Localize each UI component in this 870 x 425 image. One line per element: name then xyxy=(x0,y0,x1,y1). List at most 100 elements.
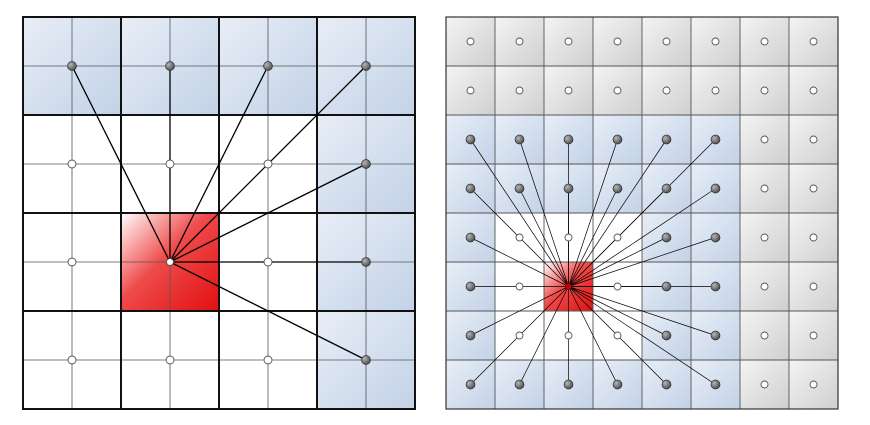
link-line xyxy=(169,261,367,361)
link-line xyxy=(568,139,667,287)
open-dot xyxy=(263,355,273,365)
open-dot xyxy=(760,331,769,340)
filled-dot xyxy=(67,61,77,71)
open-dot xyxy=(263,257,273,267)
open-dot xyxy=(711,37,720,46)
link-line xyxy=(519,286,569,385)
filled-dot xyxy=(361,355,371,365)
filled-dot xyxy=(710,232,721,243)
open-dot xyxy=(809,86,818,95)
link-line xyxy=(470,139,569,287)
filled-dot xyxy=(661,330,672,341)
open-dot xyxy=(809,184,818,193)
open-dot xyxy=(809,135,818,144)
open-dot xyxy=(662,86,671,95)
filled-dot xyxy=(612,183,623,194)
filled-dot xyxy=(710,330,721,341)
filled-dot xyxy=(612,134,623,145)
filled-dot xyxy=(661,379,672,390)
filled-dot xyxy=(514,379,525,390)
link-line xyxy=(519,188,569,287)
open-dot xyxy=(613,233,622,242)
filled-dot xyxy=(361,257,371,267)
link-line xyxy=(519,139,569,287)
filled-dot xyxy=(661,134,672,145)
filled-dot xyxy=(361,159,371,169)
link-line xyxy=(470,286,569,336)
source-dot xyxy=(166,258,174,266)
open-dot xyxy=(809,233,818,242)
open-dot xyxy=(760,37,769,46)
filled-dot xyxy=(612,379,623,390)
open-dot xyxy=(760,233,769,242)
filled-dot xyxy=(361,61,371,71)
fine-grid-diagram xyxy=(445,16,839,410)
filled-dot xyxy=(710,281,721,292)
link-line xyxy=(568,139,618,287)
open-dot xyxy=(564,331,573,340)
link-line xyxy=(568,286,716,336)
filled-dot xyxy=(263,61,273,71)
open-dot xyxy=(515,37,524,46)
link-line xyxy=(568,286,667,336)
filled-dot xyxy=(563,379,574,390)
open-dot xyxy=(564,37,573,46)
link-line xyxy=(568,237,667,287)
filled-dot xyxy=(710,183,721,194)
link-line xyxy=(470,237,569,287)
open-dot xyxy=(809,380,818,389)
filled-dot xyxy=(514,183,525,194)
link-line xyxy=(568,286,716,385)
filled-dot xyxy=(465,330,476,341)
open-dot xyxy=(515,331,524,340)
link-line xyxy=(568,286,618,385)
link-line xyxy=(568,237,716,287)
open-dot xyxy=(67,159,77,169)
open-dot xyxy=(662,37,671,46)
open-dot xyxy=(711,86,720,95)
open-dot xyxy=(67,257,77,267)
open-dot xyxy=(760,282,769,291)
filled-dot xyxy=(661,183,672,194)
link-line xyxy=(71,65,171,263)
open-dot xyxy=(809,282,818,291)
open-dot xyxy=(564,86,573,95)
open-dot xyxy=(263,159,273,169)
link-line xyxy=(568,188,618,287)
source-dot xyxy=(565,283,572,290)
filled-dot xyxy=(465,183,476,194)
link-line xyxy=(169,65,269,263)
grid-border xyxy=(22,16,416,410)
filled-dot xyxy=(563,134,574,145)
link-line xyxy=(169,163,367,263)
open-dot xyxy=(165,355,175,365)
filled-dot xyxy=(465,232,476,243)
open-dot xyxy=(165,159,175,169)
open-dot xyxy=(67,355,77,365)
filled-dot xyxy=(710,134,721,145)
filled-dot xyxy=(661,281,672,292)
open-dot xyxy=(613,86,622,95)
filled-dot xyxy=(465,379,476,390)
filled-dot xyxy=(514,134,525,145)
open-dot xyxy=(760,380,769,389)
link-line xyxy=(568,188,716,287)
filled-dot xyxy=(661,232,672,243)
filled-dot xyxy=(165,61,175,71)
open-dot xyxy=(466,86,475,95)
open-dot xyxy=(760,86,769,95)
coarse-grid-diagram xyxy=(22,16,416,410)
open-dot xyxy=(613,282,622,291)
open-dot xyxy=(809,331,818,340)
open-dot xyxy=(515,233,524,242)
open-dot xyxy=(613,331,622,340)
open-dot xyxy=(760,184,769,193)
open-dot xyxy=(760,135,769,144)
grid-border xyxy=(445,16,839,410)
open-dot xyxy=(564,233,573,242)
filled-dot xyxy=(710,379,721,390)
filled-dot xyxy=(465,281,476,292)
filled-dot xyxy=(563,183,574,194)
open-dot xyxy=(515,282,524,291)
